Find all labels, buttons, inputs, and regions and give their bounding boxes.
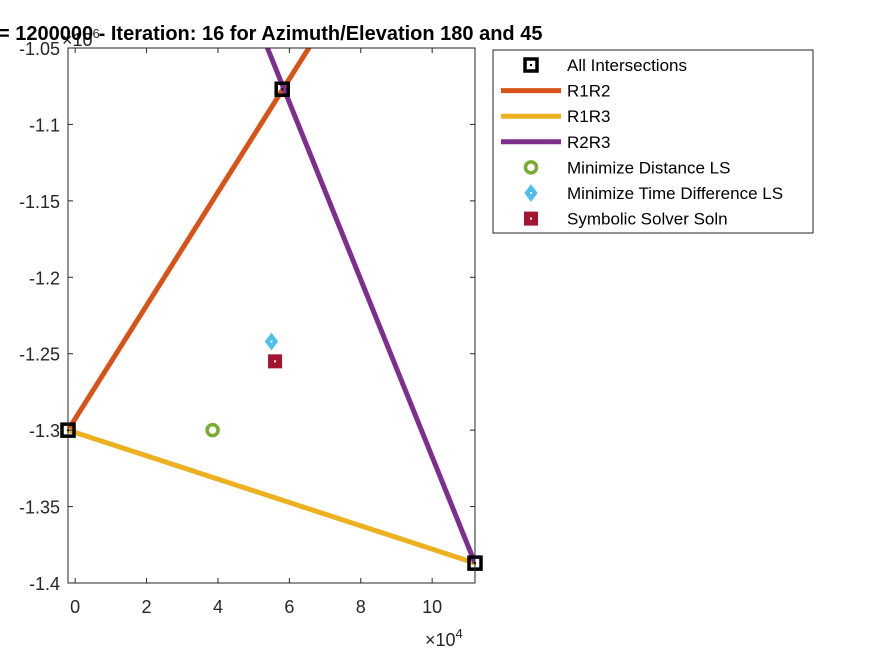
legend-label: R1R3 [567, 107, 610, 126]
series-line-r2r3 [264, 48, 475, 565]
x-tick-label: 8 [356, 597, 366, 617]
plot-area [60, 48, 483, 571]
x-tick-label: 4 [213, 597, 223, 617]
series-lines [68, 48, 475, 566]
marker-all-intersections-0 [274, 81, 290, 98]
x-tick-label: 10 [422, 597, 442, 617]
x-exp-base: ×10 [425, 630, 456, 650]
y-tick-label: -1.2 [29, 268, 60, 288]
legend-marker-symbolic-solver-soln-center [530, 217, 532, 220]
y-tick-label: -1.3 [29, 421, 60, 441]
legend-label: R1R2 [567, 82, 610, 101]
legend-label: Symbolic Solver Soln [567, 210, 728, 229]
marker-minimize-time-difference-ls-0-center [270, 340, 273, 343]
marker-minimize-distance-ls-0 [205, 422, 220, 438]
x-exp-power: 4 [456, 626, 463, 641]
marker-all-intersections-0-center [281, 88, 284, 91]
x-tick-label: 0 [70, 597, 80, 617]
legend-marker-minimize-distance-ls [523, 160, 539, 175]
marker-symbolic-solver-soln-0-center [274, 360, 277, 363]
y-exp-base: ×10 [62, 30, 93, 50]
y-exp-power: 6 [93, 26, 100, 41]
legend-label: R2R3 [567, 133, 610, 152]
axes-box [67, 47, 476, 584]
series-line-r1r2 [68, 48, 312, 432]
y-tick-label: -1.25 [19, 345, 60, 365]
y-tick-label: -1.4 [29, 574, 60, 594]
y-axis-exponent: ×106 [62, 26, 100, 50]
chart-title: = 1200000 - Iteration: 16 for Azimuth/El… [0, 23, 542, 45]
axes-background [68, 48, 475, 583]
legend-marker-all-intersections-center [530, 64, 532, 66]
legend-label: All Intersections [567, 56, 687, 75]
legend-label: Minimize Time Difference LS [567, 184, 783, 203]
x-tick-label: 2 [142, 597, 152, 617]
y-tick-label: -1.35 [19, 498, 60, 518]
axes: 0 2 4 6 8 10 -1.05 -1.1 -1.15 -1.2 -1.25 -1.3 -1.35 -… [19, 39, 476, 617]
y-tick-label: -1.15 [19, 192, 60, 212]
series-line-r1r3 [68, 427, 475, 566]
legend: All Intersections R1R2 R1R3 R2R3 Minimize Di… [492, 49, 814, 234]
legend-marker-minimize-time-difference-ls-center [530, 192, 532, 194]
y-tick-label: -1.05 [19, 39, 60, 59]
legend-label: Minimize Distance LS [567, 158, 730, 177]
x-axis-exponent: ×104 [425, 626, 463, 650]
x-tick-label: 6 [284, 597, 294, 617]
y-tick-label: -1.1 [29, 115, 60, 135]
legend-marker-all-intersections [523, 57, 539, 73]
